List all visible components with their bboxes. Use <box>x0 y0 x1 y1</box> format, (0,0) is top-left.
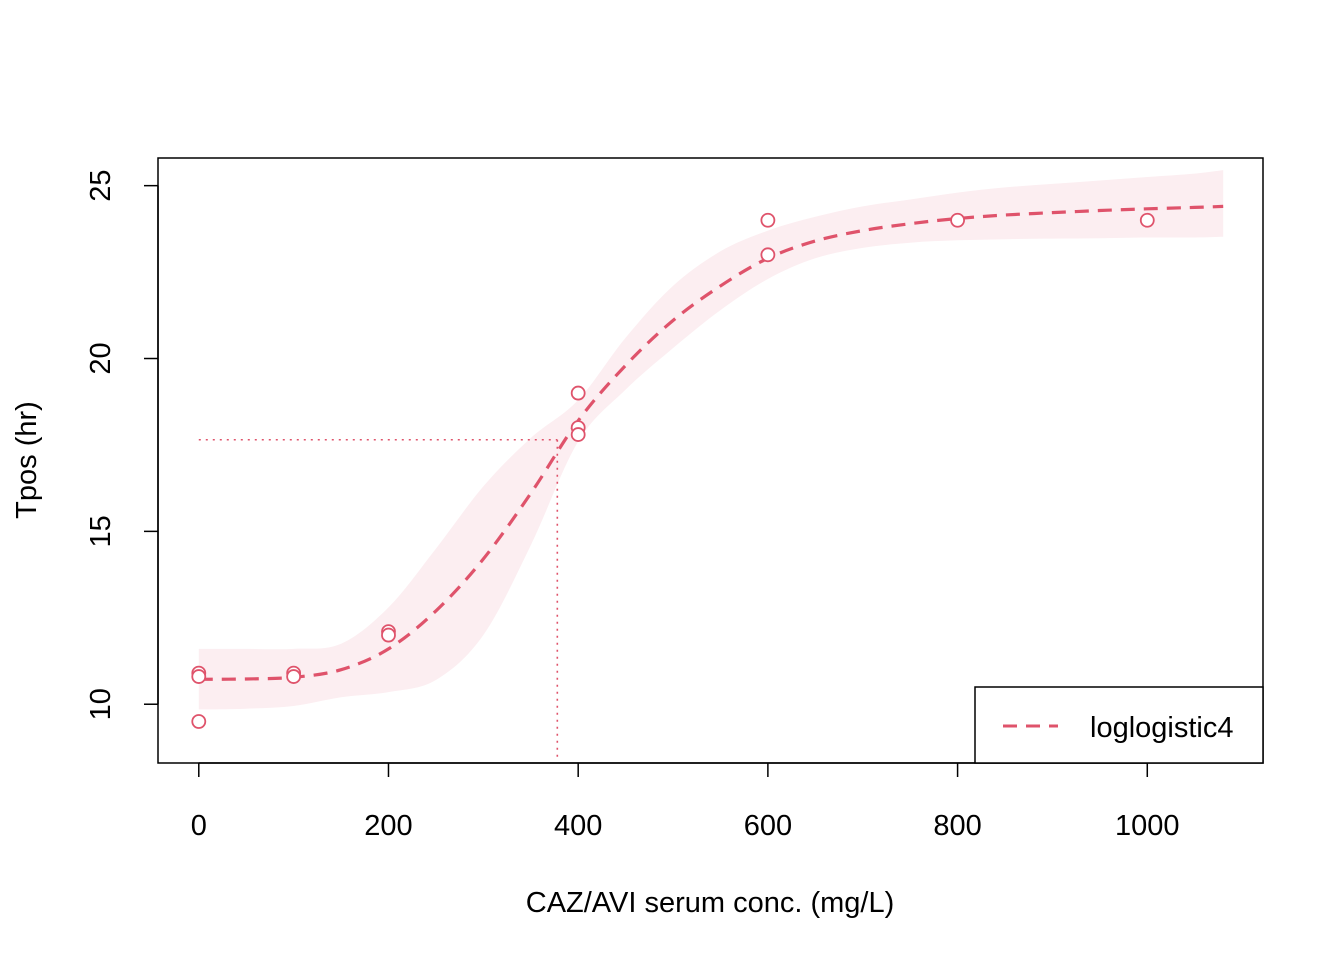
data-point <box>286 669 302 684</box>
x-axis: 0 200 400 600 800 1000 <box>191 762 1180 842</box>
y-axis-label: Tpos (hr) <box>11 401 43 519</box>
data-point <box>760 247 776 263</box>
data-point <box>570 385 586 401</box>
y-tick-label: 20 <box>85 342 117 374</box>
y-tick-label: 25 <box>85 170 117 202</box>
x-tick-label: 1000 <box>1115 810 1180 842</box>
legend-box <box>974 686 1264 764</box>
data-point <box>1139 212 1155 228</box>
y-axis: 10 15 20 25 <box>85 170 159 720</box>
data-point <box>760 212 776 228</box>
x-tick-label: 800 <box>933 810 981 842</box>
legend: loglogistic4 <box>974 686 1264 764</box>
data-point <box>191 669 207 684</box>
x-tick-label: 600 <box>744 810 792 842</box>
y-tick-label: 10 <box>85 688 117 720</box>
x-axis-label: CAZ/AVI serum conc. (mg/L) <box>526 887 895 919</box>
x-tick-label: 400 <box>554 810 602 842</box>
fit-curve-layer <box>198 204 1224 681</box>
data-point <box>950 212 965 228</box>
confidence-band <box>198 170 1224 710</box>
data-point <box>570 427 586 442</box>
fit-curve-loglogistic4 <box>198 204 1224 681</box>
data-point <box>381 627 396 643</box>
reference-lines-layer <box>198 438 559 760</box>
x-tick-label: 200 <box>364 810 412 842</box>
y-tick-label: 15 <box>85 515 117 547</box>
legend-label: loglogistic4 <box>1090 712 1233 744</box>
data-points-layer <box>191 212 1155 729</box>
data-point <box>191 714 207 729</box>
confidence-band-layer <box>198 170 1224 710</box>
x-tick-label: 0 <box>191 810 207 842</box>
